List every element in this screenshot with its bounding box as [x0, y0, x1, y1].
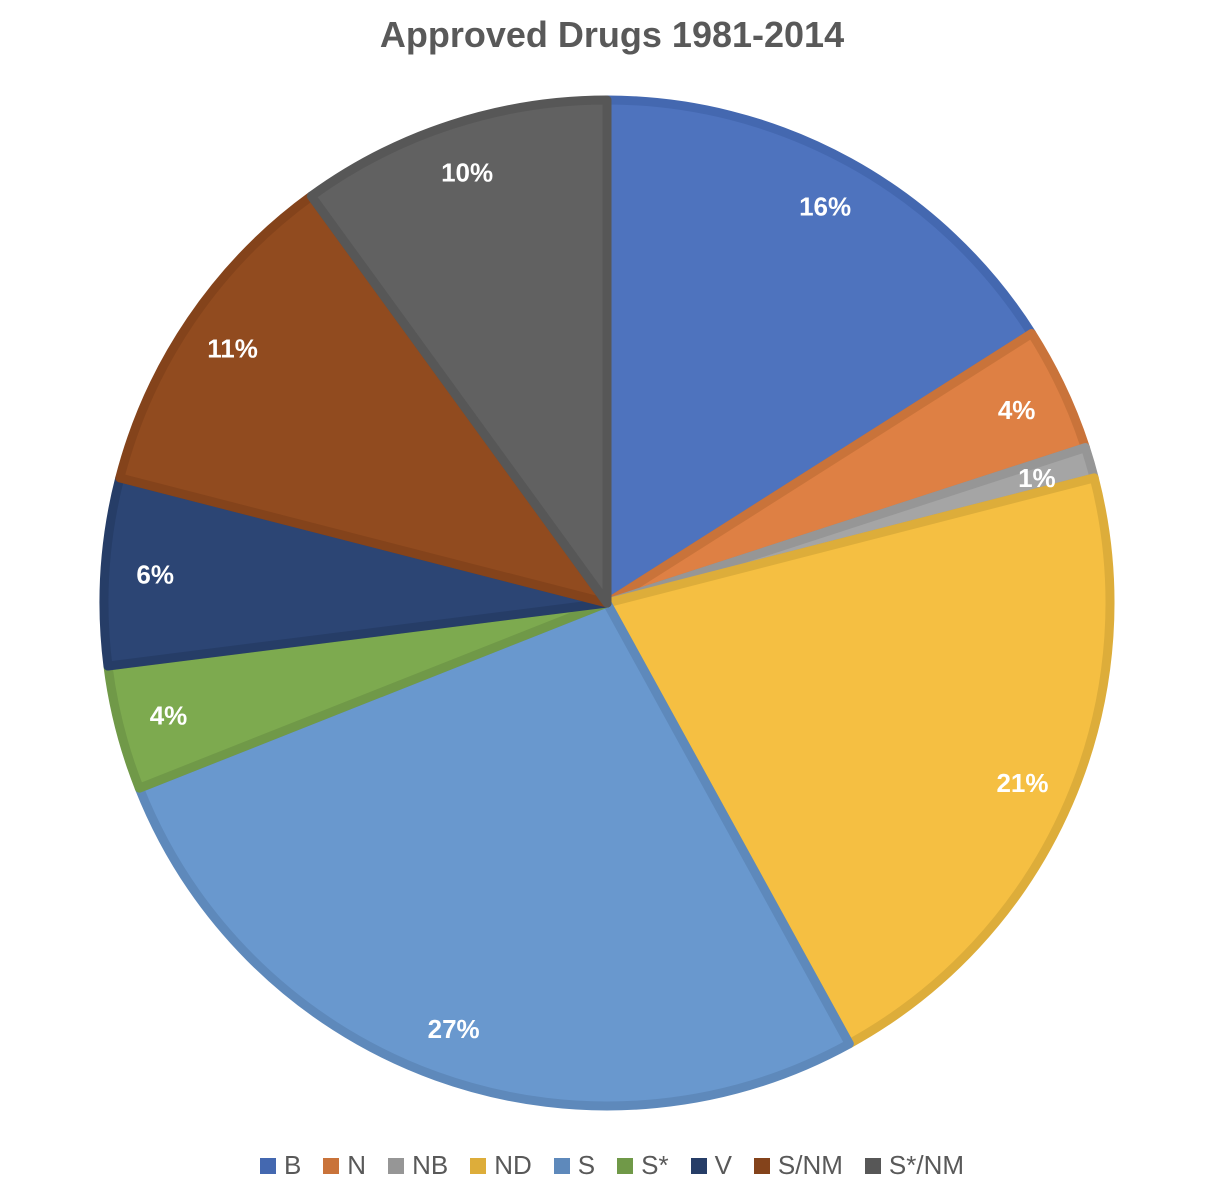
legend-swatch	[323, 1157, 340, 1174]
legend-label: S*/NM	[888, 1150, 965, 1180]
legend: B N NB ND S S* V S/NM S*/NM	[0, 1150, 1224, 1181]
legend-label: ND	[494, 1150, 532, 1180]
legend-swatch	[388, 1157, 405, 1174]
pie-slice-s-nm	[115, 191, 612, 608]
legend-label: S*	[641, 1150, 669, 1180]
legend-item: S	[553, 1150, 596, 1181]
pie-slice-s	[134, 598, 854, 1111]
data-label: 10%	[441, 157, 493, 187]
legend-item: S*	[617, 1150, 669, 1181]
pie-slice-v	[99, 473, 612, 671]
data-label: 16%	[799, 191, 851, 221]
legend-label: N	[347, 1150, 367, 1180]
legend-label: B	[283, 1150, 302, 1180]
legend-label: S	[577, 1150, 596, 1180]
legend-item: ND	[470, 1150, 532, 1181]
legend-label: V	[714, 1150, 732, 1180]
legend-swatch	[690, 1157, 707, 1174]
legend-swatch	[470, 1157, 487, 1174]
legend-swatch	[864, 1157, 881, 1174]
legend-label: NB	[412, 1150, 449, 1180]
legend-swatch	[553, 1157, 570, 1174]
data-label: 4%	[998, 395, 1036, 425]
legend-item: S*/NM	[864, 1150, 965, 1181]
data-label: 6%	[136, 560, 174, 590]
pie-slice-b	[602, 95, 1037, 608]
data-label: 27%	[428, 1014, 480, 1044]
legend-item: S/NM	[753, 1150, 843, 1181]
data-label: 4%	[150, 701, 188, 731]
legend-swatch	[259, 1157, 276, 1174]
pie-slice-sstar-nm	[306, 95, 612, 608]
legend-item: B	[259, 1150, 302, 1181]
legend-item: V	[690, 1150, 732, 1181]
chart-title: Approved Drugs 1981-2014	[379, 14, 845, 55]
legend-swatch	[617, 1157, 634, 1174]
data-label: 1%	[1018, 463, 1056, 493]
legend-label: S/NM	[777, 1150, 843, 1180]
data-label: 21%	[996, 768, 1048, 798]
pie-slice-nd	[602, 473, 1115, 1049]
legend-item: NB	[388, 1150, 448, 1181]
legend-item: N	[323, 1150, 366, 1181]
legend-swatch	[753, 1157, 770, 1174]
data-label: 11%	[207, 334, 258, 364]
